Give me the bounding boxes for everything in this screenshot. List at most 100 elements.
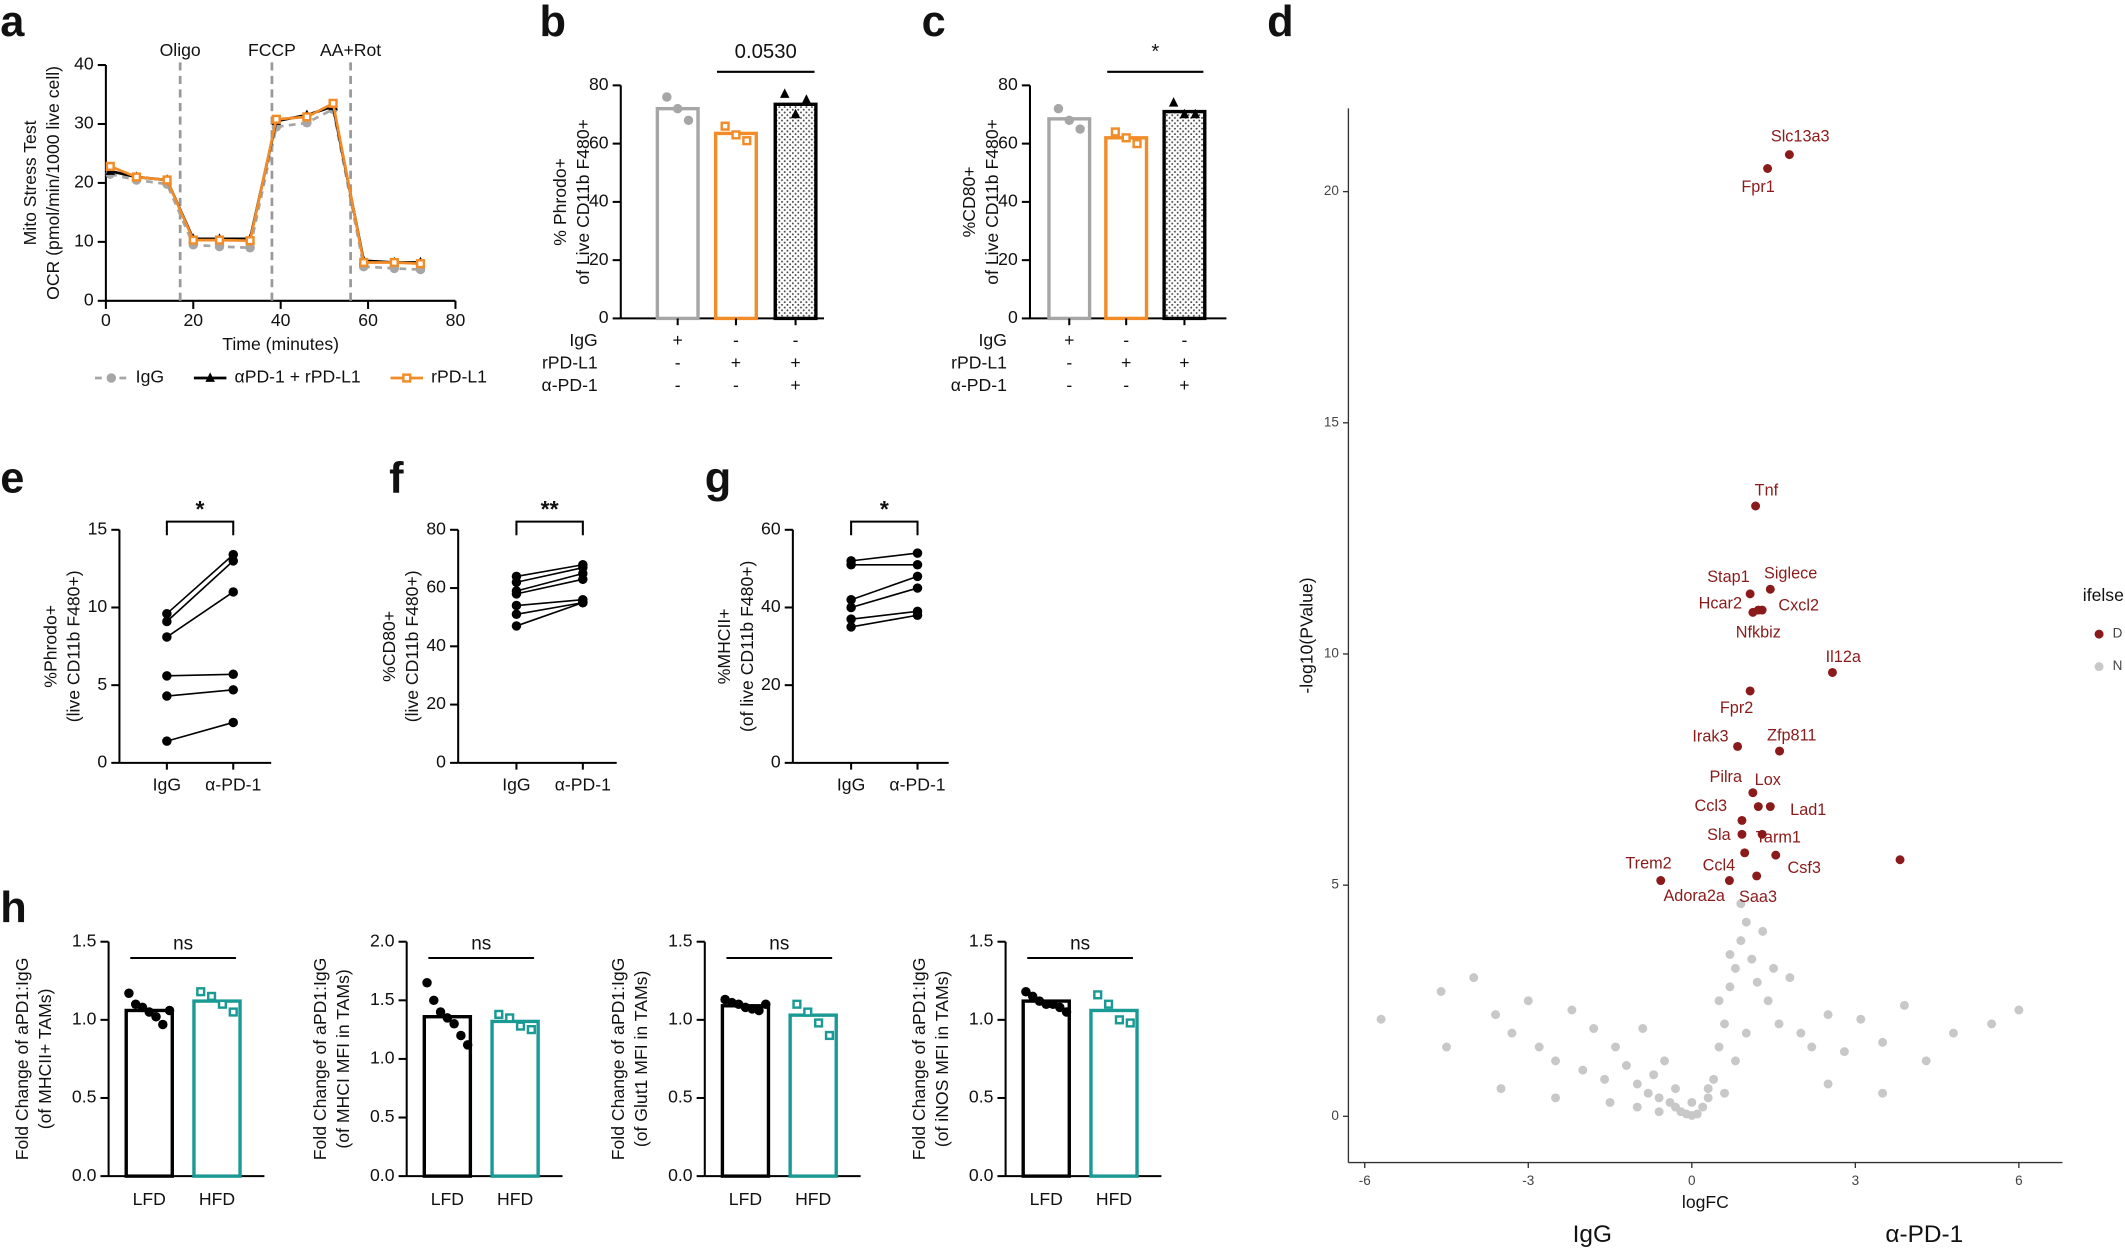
y-tick-label: 10 — [88, 596, 108, 616]
y-axis-label: of Live CD11b F480+ — [573, 119, 593, 285]
y-tick-label: 0 — [436, 752, 446, 772]
marker — [1064, 115, 1075, 126]
point — [1654, 1107, 1664, 1117]
significance-label: 0.0530 — [735, 41, 797, 63]
x-tick-label: 6 — [2015, 1173, 2023, 1188]
bar — [422, 1015, 473, 1178]
significance-label: * — [1151, 41, 1159, 63]
point-label: Hcar2 — [1699, 595, 1742, 613]
panel-letter: h — [0, 884, 26, 932]
y-axis-label: (of MHCI MFI in TAMs) — [333, 969, 353, 1148]
y-tick-label: 1.0 — [668, 1009, 693, 1029]
point — [1948, 1028, 1958, 1038]
bar — [1047, 117, 1092, 321]
marker — [1093, 990, 1103, 1000]
y-axis-label: (of live CD11b F480+) — [737, 561, 757, 732]
x-tick-label: IgG — [837, 775, 865, 795]
marker — [245, 236, 255, 246]
point — [1774, 1019, 1784, 1029]
x-tick-label: 60 — [358, 310, 378, 330]
point — [1692, 1109, 1702, 1119]
x-tick-label: -6 — [1359, 1173, 1371, 1188]
y-axis-label: Fold Change of aPD1:IgG — [909, 958, 929, 1161]
marker — [162, 175, 172, 185]
point — [1442, 1042, 1451, 1052]
annotation: IgG — [1573, 1221, 1612, 1248]
marker — [515, 1021, 526, 1031]
marker — [1121, 133, 1131, 143]
marker — [206, 991, 217, 1002]
marker — [511, 600, 522, 611]
pair-line — [516, 601, 583, 616]
marker — [511, 577, 522, 587]
point — [1698, 1102, 1708, 1112]
y-tick-label: 60 — [589, 132, 609, 152]
point-label: Irak3 — [1692, 727, 1728, 745]
y-tick-label: 1.0 — [72, 1009, 97, 1029]
marker — [188, 235, 198, 245]
point — [1823, 1079, 1833, 1089]
legend-title: ifelse — [2083, 585, 2124, 605]
point-label: Lad1 — [1790, 801, 1826, 819]
marker — [1061, 1007, 1072, 1017]
treatment-sign: + — [1121, 352, 1131, 372]
legend-label: IgG — [136, 367, 164, 387]
treatment-sign: - — [1123, 375, 1129, 395]
y-axis-label: (of iNOS MFI in TAMs) — [932, 971, 952, 1147]
treatment-sign: - — [733, 375, 739, 395]
marker — [846, 602, 856, 613]
marker — [672, 103, 683, 114]
point — [1376, 1014, 1386, 1024]
y-tick-label: 1.5 — [370, 989, 395, 1009]
marker — [1021, 986, 1031, 997]
point — [1720, 1019, 1729, 1029]
y-tick-label: 80 — [426, 518, 446, 538]
y-axis-label: % Phrodo+ — [550, 158, 570, 246]
treatment-sign: + — [673, 330, 683, 350]
marker — [1168, 97, 1179, 107]
x-tick-label: LFD — [133, 1189, 166, 1209]
y-axis-label: (live CD11b F480+) — [402, 570, 422, 722]
marker — [131, 172, 142, 182]
point-label: Csf3 — [1787, 859, 1820, 877]
point — [1839, 1047, 1849, 1057]
x-tick-label: HFD — [1096, 1189, 1132, 1209]
point — [1534, 1042, 1544, 1052]
marker — [683, 115, 694, 126]
x-axis-label: logFC — [1682, 1192, 1729, 1212]
marker — [792, 999, 802, 1009]
y-tick-label: 1.5 — [969, 930, 994, 950]
point — [1733, 741, 1743, 751]
pair-line — [166, 591, 234, 638]
marker — [162, 736, 172, 746]
point — [1745, 589, 1755, 599]
marker — [912, 583, 923, 593]
point — [1856, 1014, 1866, 1024]
point — [1765, 584, 1775, 594]
x-tick-label: HFD — [497, 1189, 533, 1209]
point-label: Tnf — [1755, 481, 1779, 499]
marker — [144, 1007, 154, 1017]
point — [1899, 1000, 1909, 1010]
legend-label: N — [2113, 658, 2123, 673]
marker — [846, 560, 856, 570]
marker — [162, 608, 172, 619]
point — [1638, 1024, 1648, 1033]
marker — [526, 1025, 536, 1035]
point — [1611, 1042, 1620, 1052]
y-axis-label: Fold Change of aPD1:IgG — [310, 958, 330, 1161]
point — [1763, 996, 1773, 1006]
point — [1751, 501, 1761, 511]
point — [1987, 1019, 1997, 1029]
point — [1687, 1097, 1697, 1107]
y-tick-label: 10 — [74, 231, 94, 251]
x-tick-label: LFD — [431, 1189, 464, 1209]
pair-line — [516, 572, 584, 592]
y-tick-label: 0.0 — [668, 1165, 693, 1185]
event-label: FCCP — [248, 40, 296, 60]
point — [1758, 926, 1768, 936]
point — [1724, 876, 1734, 886]
y-axis-label: OCR (pmol/min/1000 live cell) — [43, 66, 63, 300]
panel-letter: d — [1267, 0, 1293, 46]
y-tick-label: 0.0 — [370, 1165, 395, 1185]
